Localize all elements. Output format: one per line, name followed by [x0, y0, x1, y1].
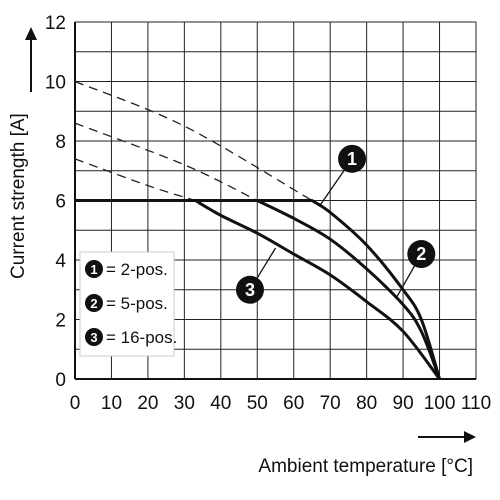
legend-entry-1: = 2-pos.: [106, 260, 168, 279]
x-axis-label: Ambient temperature [°C]: [258, 456, 473, 477]
series-callouts: 1 2 3: [235, 144, 436, 304]
legend-marker-3: [85, 328, 103, 346]
callout-marker-1: [338, 144, 367, 173]
y-tick-labels: 0 2 4 6 8 10 12: [45, 13, 67, 391]
legend-marker-number: 2: [90, 296, 97, 311]
x-tick-label: 70: [320, 393, 341, 414]
legend-entry-2: = 5-pos.: [106, 294, 168, 313]
x-axis-arrow: [418, 431, 476, 443]
x-tick-label: 10: [101, 393, 122, 414]
y-axis-label: Current strength [A]: [8, 113, 29, 279]
callout-number: 1: [347, 149, 357, 169]
axes: [74, 22, 476, 380]
x-tick-labels: 0 10 20 30 40 50 60 70 80 90 100 110: [70, 393, 491, 414]
callout-number: 3: [245, 280, 255, 300]
x-tick-label: 40: [210, 393, 231, 414]
legend-entry-3: = 16-pos.: [106, 328, 177, 347]
legend-marker-2: [85, 294, 103, 312]
extrapolation-line-1: [74, 80, 313, 202]
x-tick-label: 80: [356, 393, 377, 414]
x-tick-label: 90: [393, 393, 414, 414]
x-tick-label: 60: [283, 393, 304, 414]
x-tick-label: 0: [70, 393, 81, 414]
y-tick-label: 12: [45, 13, 66, 34]
callout-marker-3: [235, 275, 264, 304]
callout-number: 2: [416, 244, 426, 264]
x-tick-label: 100: [424, 393, 456, 414]
y-tick-label: 8: [55, 132, 66, 153]
x-tick-label: 30: [174, 393, 195, 414]
extrapolation-line-2: [74, 122, 258, 202]
series-line-2: [75, 199, 441, 380]
legend-marker-1: [85, 260, 103, 278]
extrapolation-line-3: [74, 158, 196, 202]
series-line-3: [75, 199, 441, 380]
y-tick-label: 0: [55, 370, 66, 391]
y-tick-label: 4: [55, 251, 66, 272]
legend-marker-number: 1: [90, 262, 97, 277]
callout-marker-2: [407, 240, 436, 269]
x-tick-label: 50: [247, 393, 268, 414]
y-tick-label: 2: [55, 311, 66, 332]
legend-marker-number: 3: [90, 330, 97, 345]
y-tick-label: 6: [55, 192, 66, 213]
series-lines: [75, 199, 441, 380]
y-axis-arrow: [25, 27, 37, 92]
extrapolation-lines: [74, 80, 313, 202]
x-tick-label: 20: [137, 393, 158, 414]
y-tick-label: 10: [45, 73, 66, 94]
x-tick-label: 110: [461, 393, 491, 414]
series-line-1: [75, 199, 441, 380]
legend: 1 = 2-pos. 2 = 5-pos. 3 = 16-pos.: [79, 251, 177, 357]
